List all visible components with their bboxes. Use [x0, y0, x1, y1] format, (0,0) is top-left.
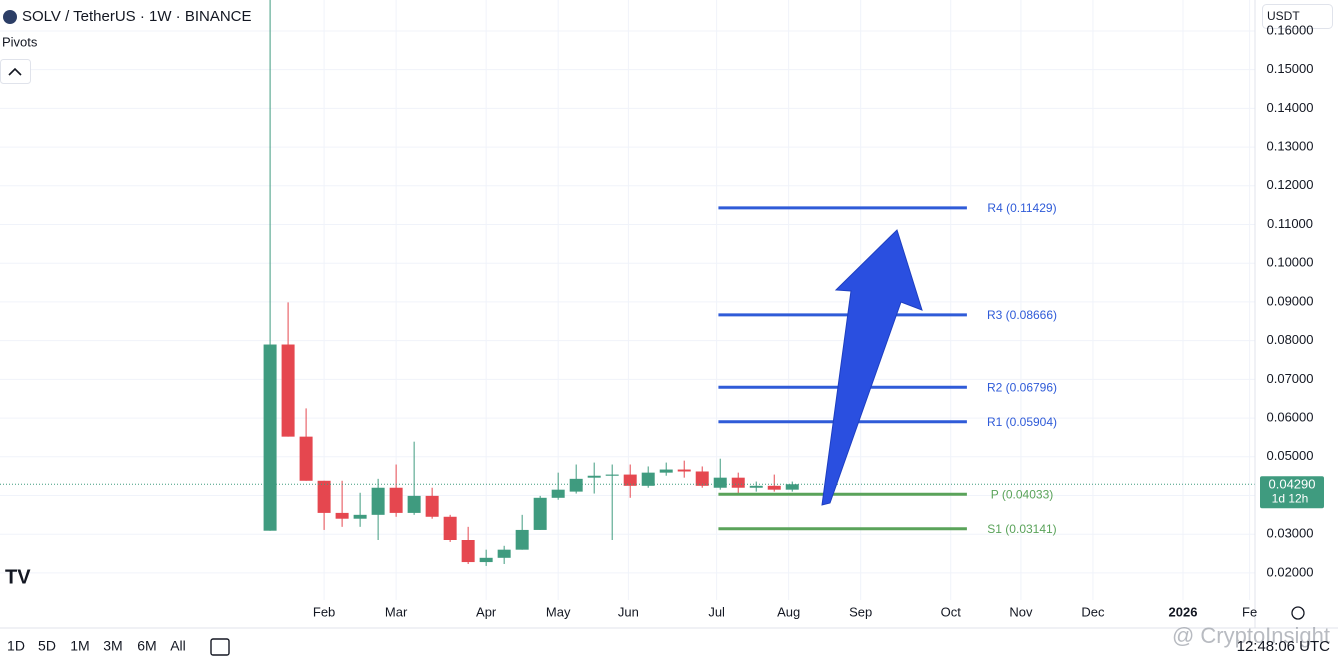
y-tick-label: 0.08000: [1267, 332, 1314, 347]
collapse-icon: [8, 67, 22, 76]
candle-body: [371, 487, 385, 515]
x-tick-label: Sep: [849, 604, 872, 619]
candle-body: [677, 469, 691, 472]
tv-logo: TV: [5, 566, 31, 588]
timeframe-button[interactable]: 3M: [103, 638, 122, 654]
x-tick-label: Oct: [941, 604, 962, 619]
indicator-name: Pivots: [2, 34, 38, 49]
candle-body: [317, 480, 331, 513]
settings-icon[interactable]: [1291, 606, 1305, 620]
y-tick-label: 0.15000: [1267, 61, 1314, 76]
y-tick-label: 0.09000: [1267, 293, 1314, 308]
candle-body: [425, 495, 439, 517]
candle-body: [659, 469, 673, 473]
pivot-label: R3 (0.08666): [987, 308, 1057, 322]
x-tick-label: 2026: [1169, 604, 1198, 619]
candle-body: [785, 484, 799, 490]
candle-body: [551, 489, 565, 498]
y-tick-label: 0.03000: [1267, 526, 1314, 541]
timeframe-button[interactable]: 1D: [7, 638, 25, 654]
x-tick-label: Apr: [476, 604, 497, 619]
pivot-label: R1 (0.05904): [987, 415, 1057, 429]
candle-body: [353, 514, 367, 519]
x-tick-label: Fe: [1242, 604, 1257, 619]
plot-area: [0, 0, 1255, 566]
y-tick-label: 0.12000: [1267, 177, 1314, 192]
pivot-label: R2 (0.06796): [987, 380, 1057, 394]
x-tick-label: Nov: [1009, 604, 1033, 619]
candle-body: [695, 471, 709, 486]
y-tick-label: 0.06000: [1267, 410, 1314, 425]
candle-body: [713, 477, 727, 488]
candle-body: [641, 472, 655, 486]
y-tick-label: 0.07000: [1267, 371, 1314, 386]
candle-body: [497, 549, 511, 558]
candle-body: [281, 344, 295, 437]
x-tick-label: Mar: [385, 604, 408, 619]
currency-label: USDT: [1267, 9, 1300, 23]
y-tick-label: 0.02000: [1267, 564, 1314, 579]
pivot-label: R4 (0.11429): [987, 201, 1056, 215]
watermark: @ CryptoInsight: [1172, 623, 1330, 648]
candle-body: [461, 540, 475, 563]
symbol-title: SOLV / TetherUS · 1W · BINANCE: [22, 8, 252, 25]
price-tag: [1260, 476, 1324, 509]
clock: 12:48:06 UTC: [1237, 638, 1331, 655]
candle-body: [533, 497, 547, 530]
date-range-icon[interactable]: [210, 638, 230, 656]
candle-body: [407, 495, 421, 513]
price-tag-value: 0.04290: [1269, 477, 1316, 492]
timeframe-button[interactable]: All: [170, 638, 186, 654]
annotation-arrow: [821, 229, 923, 506]
toolbar: 1D 5D 1M 3M 6M All: [7, 638, 186, 654]
pivot-label: S1 (0.03141): [987, 522, 1056, 536]
candle-body: [479, 557, 493, 563]
timeframe-button[interactable]: 5D: [38, 638, 56, 654]
collapse-button[interactable]: [0, 59, 31, 84]
candle-body: [515, 529, 529, 550]
y-tick-label: 0.10000: [1267, 255, 1314, 270]
candle-body: [623, 474, 637, 486]
currency-button[interactable]: [1262, 4, 1333, 29]
y-tick-label: 0.16000: [1267, 22, 1314, 37]
x-tick-label: Feb: [313, 604, 335, 619]
candle-body: [443, 516, 457, 540]
candle-body: [605, 474, 619, 476]
y-tick-label: 0.13000: [1267, 139, 1314, 154]
y-tick-label: 0.14000: [1267, 100, 1314, 115]
price-tag-countdown: 1d 12h: [1272, 491, 1309, 505]
candle-body: [389, 487, 403, 513]
candle-body: [749, 485, 763, 488]
x-tick-label: Dec: [1081, 604, 1105, 619]
candle-body: [263, 344, 277, 531]
grid: [0, 0, 1255, 600]
candle-body: [299, 436, 313, 481]
candle-body: [587, 475, 601, 478]
symbol-icon: [3, 10, 17, 24]
candle-body: [335, 512, 349, 519]
pivot-label: P (0.04033): [991, 487, 1054, 501]
x-tick-label: Jun: [618, 604, 639, 619]
candle-body: [731, 477, 745, 488]
candle-body: [767, 485, 781, 490]
y-tick-label: 0.05000: [1267, 448, 1314, 463]
timeframe-button[interactable]: 1M: [70, 638, 89, 654]
x-tick-label: Jul: [708, 604, 725, 619]
candle-body: [569, 478, 583, 492]
timeframe-button[interactable]: 6M: [137, 638, 156, 654]
x-tick-label: Aug: [777, 604, 800, 619]
y-tick-label: 0.11000: [1267, 216, 1313, 231]
x-tick-label: May: [546, 604, 571, 619]
